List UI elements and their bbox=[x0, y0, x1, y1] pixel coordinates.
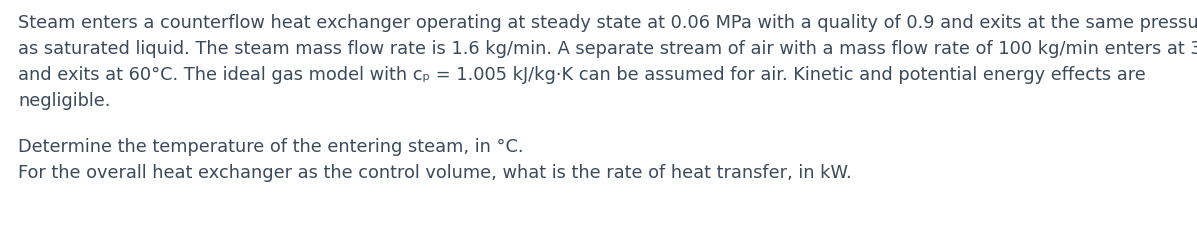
Text: negligible.: negligible. bbox=[18, 92, 110, 109]
Text: For the overall heat exchanger as the control volume, what is the rate of heat t: For the overall heat exchanger as the co… bbox=[18, 163, 851, 181]
Text: and exits at 60°C. The ideal gas model with cₚ = 1.005 kJ/kg·K can be assumed fo: and exits at 60°C. The ideal gas model w… bbox=[18, 66, 1146, 84]
Text: Steam enters a counterflow heat exchanger operating at steady state at 0.06 MPa : Steam enters a counterflow heat exchange… bbox=[18, 14, 1197, 32]
Text: as saturated liquid. The steam mass flow rate is 1.6 kg/min. A separate stream o: as saturated liquid. The steam mass flow… bbox=[18, 40, 1197, 58]
Text: Determine the temperature of the entering steam, in °C.: Determine the temperature of the enterin… bbox=[18, 137, 523, 155]
